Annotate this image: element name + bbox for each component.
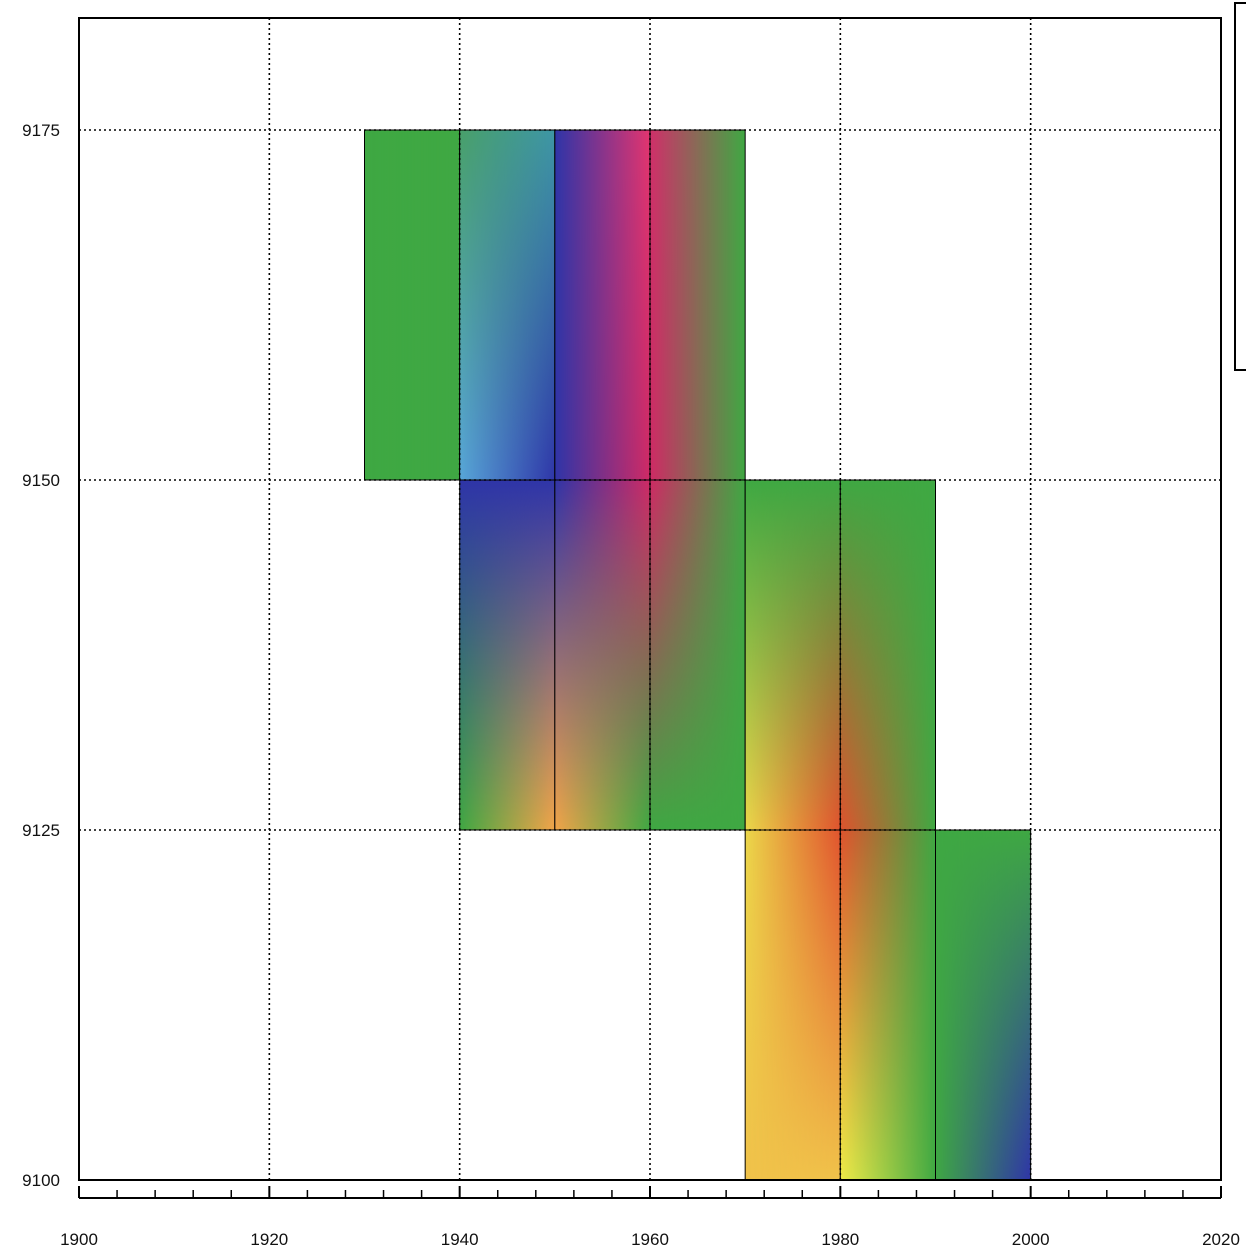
heatmap-cell bbox=[839, 479, 936, 831]
x-tick-label: 2000 bbox=[1012, 1230, 1050, 1249]
heatmap-cell bbox=[744, 829, 841, 1181]
plot-frame bbox=[78, 17, 1222, 1181]
x-tick-label: 1960 bbox=[631, 1230, 669, 1249]
y-axis: 9175 9150 9125 9100 bbox=[22, 121, 60, 1190]
heatmap-cell bbox=[554, 479, 651, 831]
x-axis: 1900 1920 1940 1960 1980 2000 2020 bbox=[60, 1186, 1240, 1249]
heatmap-cell bbox=[649, 129, 746, 481]
x-tick-label: 1980 bbox=[821, 1230, 859, 1249]
heatmap-cells bbox=[364, 129, 1032, 1181]
heatmap-cell bbox=[459, 129, 556, 481]
x-tick-label: 1940 bbox=[441, 1230, 479, 1249]
y-tick-label: 9125 bbox=[22, 821, 60, 840]
y-tick-label: 9150 bbox=[22, 471, 60, 490]
legend-box bbox=[1234, 2, 1246, 371]
heatmap-cell bbox=[744, 479, 841, 831]
y-tick-label: 9175 bbox=[22, 121, 60, 140]
heatmap-cell bbox=[459, 479, 556, 831]
heatmap-cell bbox=[839, 829, 936, 1181]
x-tick-label: 1900 bbox=[60, 1230, 98, 1249]
y-tick-label: 9100 bbox=[22, 1171, 60, 1190]
heatmap-cell bbox=[935, 829, 1032, 1181]
heatmap-cell bbox=[364, 129, 461, 481]
x-tick-label: 2020 bbox=[1202, 1230, 1240, 1249]
heatmap-cell bbox=[649, 479, 746, 831]
x-tick-label: 1920 bbox=[250, 1230, 288, 1249]
heatmap-cell bbox=[554, 129, 651, 481]
